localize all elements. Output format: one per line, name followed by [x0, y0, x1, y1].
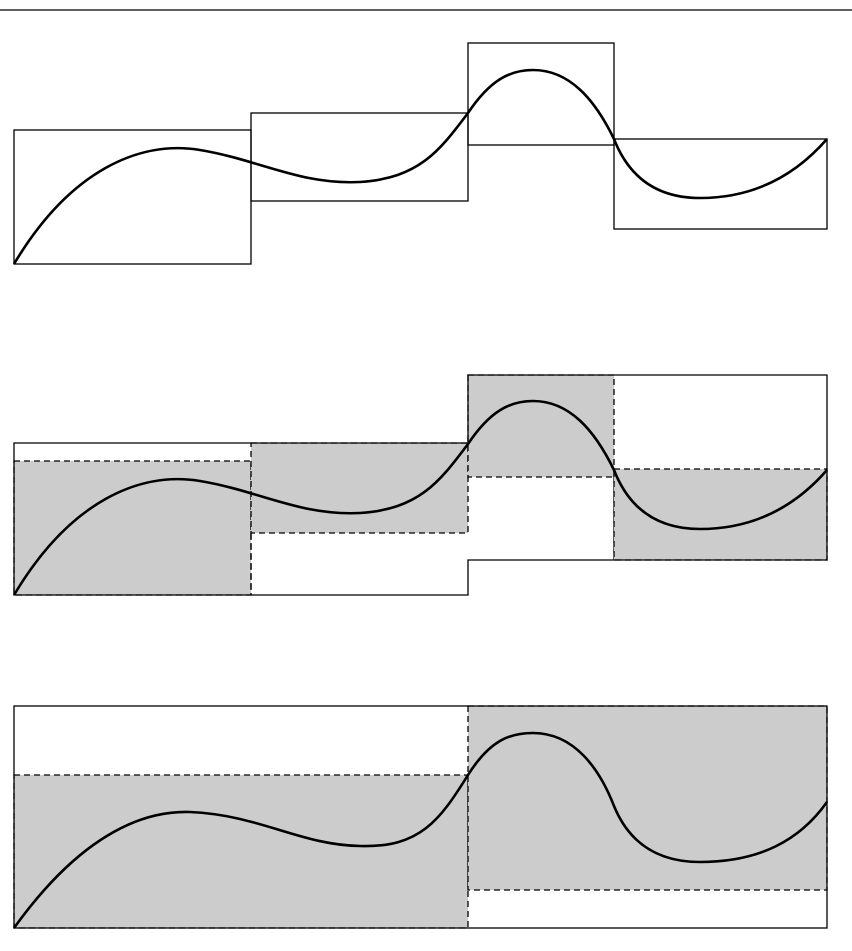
box — [250, 112, 469, 202]
shaded-box — [250, 442, 469, 534]
panel-merged-boxes — [12, 705, 829, 929]
outline — [13, 374, 828, 596]
outline — [13, 705, 828, 929]
panel-piecewise-boxes — [12, 42, 828, 265]
box — [467, 42, 615, 146]
shaded-box — [467, 705, 828, 891]
curve — [12, 399, 828, 596]
shaded-box — [13, 774, 469, 929]
curve — [12, 731, 829, 929]
panel-shaded-boxes — [12, 374, 828, 596]
box — [13, 129, 252, 265]
shaded-box — [13, 460, 252, 596]
curve — [12, 68, 828, 265]
box — [613, 138, 828, 230]
shaded-box — [467, 374, 615, 478]
